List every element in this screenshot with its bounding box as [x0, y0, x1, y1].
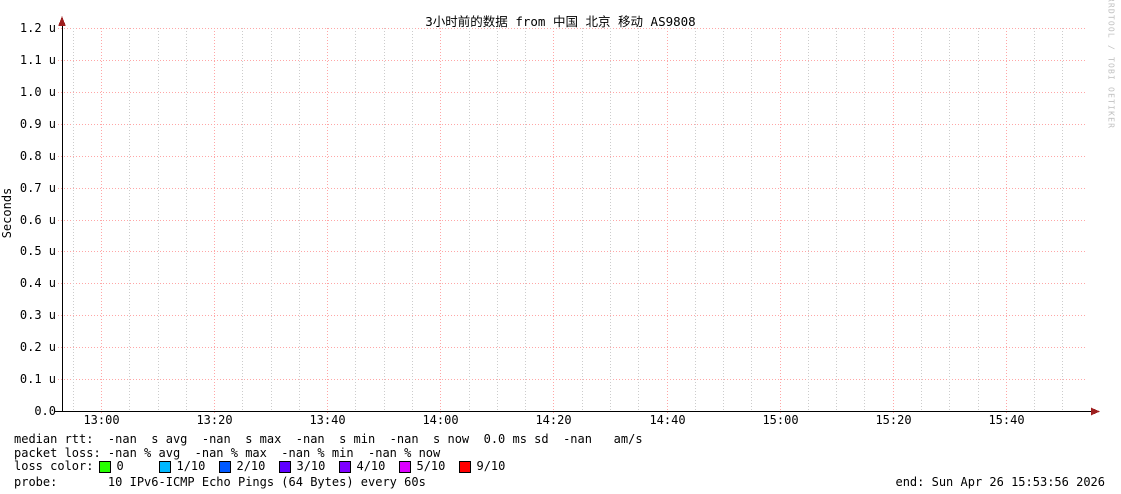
- y-tick-label: 0.7 u: [19, 181, 56, 195]
- loss-level: 0: [99, 460, 145, 473]
- loss-color-swatch: [219, 460, 232, 473]
- x-tick-label: 15:00: [762, 413, 799, 427]
- loss-level-label: 2/10: [236, 459, 266, 473]
- chart-title: 3小时前的数据 from 中国 北京 移动 AS9808: [425, 14, 696, 29]
- end-timestamp: end: Sun Apr 26 15:53:56 2026: [895, 475, 1105, 489]
- loss-level-label: 5/10: [416, 459, 446, 473]
- loss-color-swatch: [99, 460, 112, 473]
- y-tick-label: 1.0 u: [19, 85, 56, 99]
- loss-level: 2/10: [219, 460, 265, 473]
- x-axis-arrow: [1091, 407, 1100, 416]
- loss-level: 9/10: [459, 460, 505, 473]
- y-tick-label: 0.2 u: [19, 340, 56, 354]
- y-tick-label: 0.5 u: [19, 244, 56, 258]
- loss-color-swatch: [459, 460, 472, 473]
- y-tick-label: 0.8 u: [19, 149, 56, 163]
- x-tick-label: 14:20: [535, 413, 572, 427]
- loss-level: 5/10: [399, 460, 445, 473]
- rrdtool-watermark: RRDTOOL / TOBI OETIKER: [1106, 0, 1116, 130]
- legend-packet-loss: packet loss: -nan % avg -nan % max -nan …: [14, 446, 441, 460]
- y-tick-label: 0.0: [34, 404, 56, 418]
- loss-color-swatch: [339, 460, 352, 473]
- x-tick-label: 13:40: [309, 413, 346, 427]
- x-tick-label: 13:20: [196, 413, 233, 427]
- y-tick-label: 0.9 u: [19, 117, 56, 131]
- loss-level: 3/10: [279, 460, 325, 473]
- legend-probe: probe: 10 IPv6-ICMP Echo Pings (64 Bytes…: [14, 475, 426, 489]
- x-tick-label: 15:40: [988, 413, 1025, 427]
- loss-color-swatch: [159, 460, 172, 473]
- y-tick-label: 0.4 u: [19, 276, 56, 290]
- y-axis-arrow: [58, 16, 66, 26]
- x-tick-label: 13:00: [83, 413, 120, 427]
- loss-color-swatch: [399, 460, 412, 473]
- loss-color-levels: 0 1/10 2/10 3/10 4/10 5/10 9/10: [99, 460, 505, 473]
- legend-median-rtt: median rtt: -nan s avg -nan s max -nan s…: [14, 432, 643, 446]
- y-tick-label: 1.2 u: [19, 21, 56, 35]
- loss-color-label: loss color:: [14, 459, 94, 473]
- y-tick-label: 0.3 u: [19, 308, 56, 322]
- loss-level-label: 4/10: [356, 459, 386, 473]
- legend-loss-color: loss color: 0 1/10 2/10 3/10 4/10 5/10 9/10: [14, 460, 505, 473]
- loss-level-label: 9/10: [476, 459, 506, 473]
- y-tick-label: 1.1 u: [19, 53, 56, 67]
- loss-level-label: 0: [116, 459, 124, 473]
- y-tick-label: 0.1 u: [19, 372, 56, 386]
- x-tick-label: 15:20: [875, 413, 912, 427]
- x-tick-label: 14:00: [422, 413, 459, 427]
- loss-level: 4/10: [339, 460, 385, 473]
- loss-level-label: 3/10: [296, 459, 326, 473]
- loss-level-label: 1/10: [176, 459, 206, 473]
- y-tick-label: 0.6 u: [19, 213, 56, 227]
- loss-color-swatch: [279, 460, 292, 473]
- x-tick-label: 14:40: [649, 413, 686, 427]
- loss-level: 1/10: [159, 460, 205, 473]
- y-axis-title: Seconds: [0, 187, 14, 239]
